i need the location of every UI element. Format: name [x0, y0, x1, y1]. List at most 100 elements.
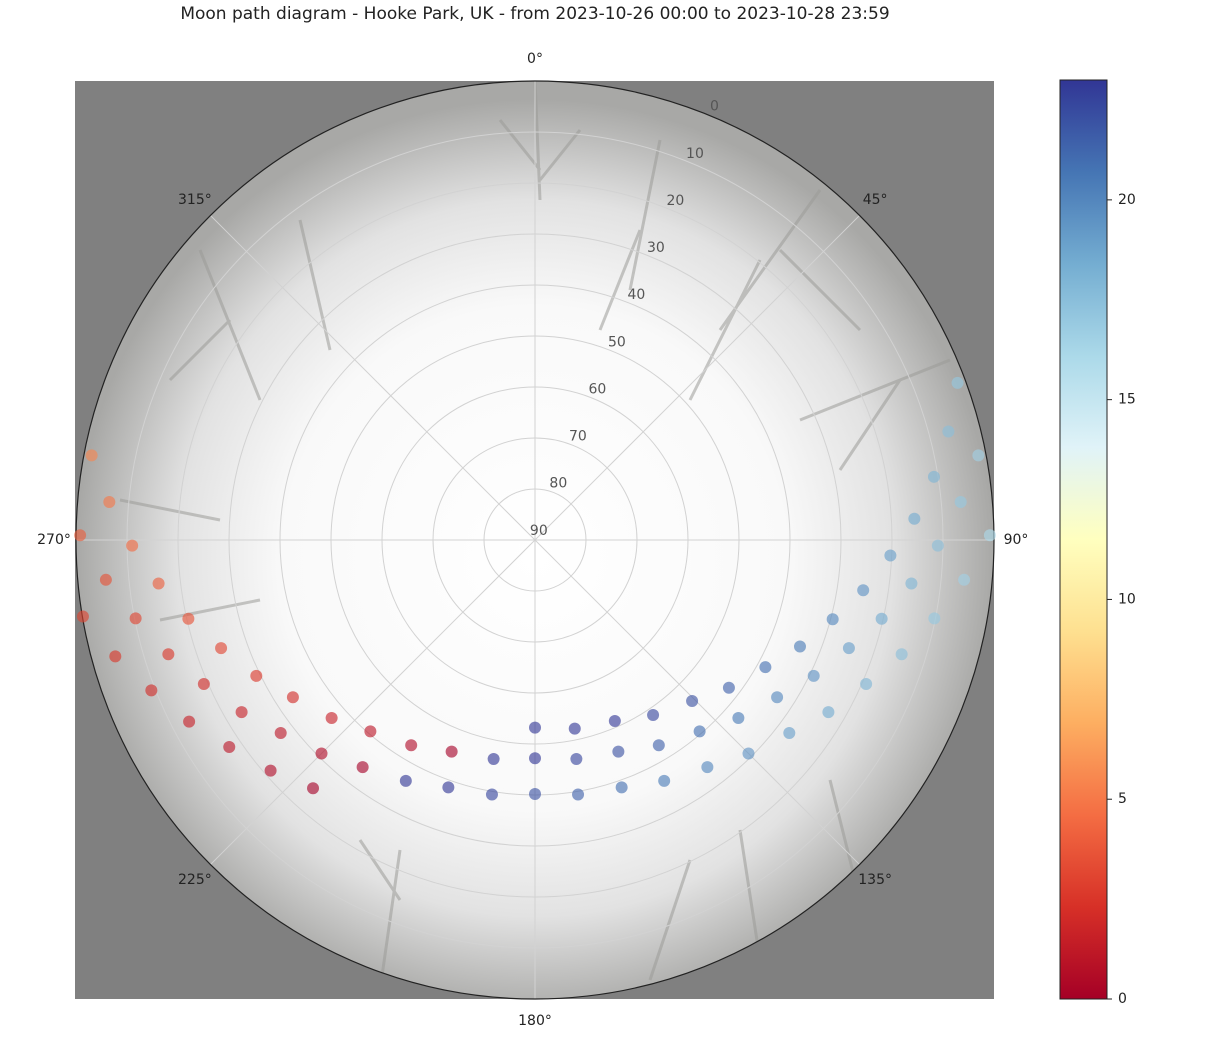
moon-position	[928, 612, 941, 625]
moon-position	[264, 764, 277, 777]
moon-position	[722, 681, 735, 694]
moon-position	[686, 694, 699, 707]
moon-position	[85, 449, 98, 462]
theta-tick-label: 225°	[178, 872, 212, 888]
colorbar-tick-label: 20	[1118, 192, 1136, 208]
moon-position	[568, 722, 581, 735]
moon-position	[183, 715, 196, 728]
moon-position	[884, 549, 897, 562]
moon-position	[983, 529, 996, 542]
theta-tick-label: 180°	[518, 1013, 552, 1029]
moon-position	[442, 781, 455, 794]
moon-position	[307, 782, 320, 795]
polar-frame	[75, 80, 995, 1000]
moon-position	[99, 573, 112, 586]
colorbar-tick-label: 0	[1118, 991, 1127, 1007]
moon-position	[235, 706, 248, 719]
moon-position	[958, 573, 971, 586]
r-tick-label: 40	[627, 287, 645, 303]
theta-tick-label: 0°	[527, 51, 543, 67]
theta-tick-label: 90°	[1004, 532, 1029, 548]
moon-position	[570, 752, 583, 765]
moon-position	[529, 752, 541, 765]
theta-tick-label: 270°	[37, 532, 71, 548]
colorbar-tick-label: 5	[1118, 791, 1127, 807]
r-tick-label: 20	[667, 193, 685, 209]
moon-position	[905, 577, 918, 590]
moon-position	[822, 706, 835, 719]
moon-position	[783, 727, 796, 740]
moon-position	[74, 529, 87, 542]
moon-position	[701, 761, 714, 774]
moon-position	[572, 788, 585, 801]
moon-position	[405, 739, 418, 752]
moon-position	[732, 712, 745, 725]
moon-position	[658, 774, 671, 787]
colorbar-tick-label: 10	[1118, 591, 1136, 607]
theta-tick-label: 315°	[178, 192, 212, 208]
moon-position	[931, 539, 944, 552]
moon-position	[103, 496, 116, 509]
moon-position	[325, 712, 338, 725]
r-tick-label: 10	[686, 146, 704, 162]
r-tick-label: 90	[530, 523, 548, 539]
moon-position	[274, 727, 287, 740]
colorbar	[1059, 79, 1108, 1000]
moon-position	[857, 584, 870, 597]
moon-position	[197, 677, 210, 690]
moon-position	[215, 642, 228, 655]
grid-spoke	[210, 215, 536, 541]
grid-spoke	[210, 539, 536, 865]
moon-position	[793, 640, 806, 653]
moon-position	[529, 721, 541, 734]
moon-position	[223, 741, 236, 754]
moon-position	[315, 747, 328, 760]
moon-position	[109, 650, 122, 663]
moon-position	[951, 376, 964, 389]
theta-tick-label: 135°	[858, 872, 892, 888]
moon-position	[771, 691, 784, 704]
moon-position	[972, 449, 985, 462]
moon-position	[942, 425, 955, 438]
moon-position	[759, 661, 772, 674]
moon-position	[612, 745, 625, 758]
moon-position	[152, 577, 165, 590]
moon-position	[647, 709, 660, 722]
moon-position	[826, 613, 839, 626]
moon-position	[286, 691, 299, 704]
tree-silhouettes	[119, 81, 951, 991]
moon-position	[126, 539, 139, 552]
moon-position	[445, 745, 458, 758]
moon-position	[954, 496, 967, 509]
r-tick-label: 80	[549, 476, 567, 492]
moon-position	[487, 752, 500, 765]
r-tick-label: 60	[588, 381, 606, 397]
moon-position	[895, 648, 908, 661]
grid-spoke	[534, 215, 860, 541]
moon-position	[145, 684, 158, 697]
moon-position	[927, 470, 940, 483]
r-tick-label: 30	[647, 240, 665, 256]
moon-position	[842, 642, 855, 655]
moon-position	[807, 669, 820, 682]
moon-position	[76, 610, 89, 623]
moon-position	[182, 612, 195, 625]
chart-title: Moon path diagram - Hooke Park, UK - fro…	[180, 4, 889, 24]
r-tick-label: 0	[710, 99, 719, 115]
colorbar-tick-label: 15	[1118, 392, 1136, 408]
moon-position	[742, 747, 755, 760]
moon-position	[129, 612, 142, 625]
moon-position	[399, 774, 412, 787]
theta-tick-label: 45°	[863, 192, 888, 208]
moon-position	[652, 739, 665, 752]
moon-position	[162, 648, 175, 661]
r-tick-label: 70	[569, 429, 587, 445]
moon-position	[875, 612, 888, 625]
moon-position	[615, 781, 628, 794]
moon-position	[908, 512, 921, 525]
moon-position	[529, 787, 541, 800]
moon-position	[485, 788, 498, 801]
r-tick-label: 50	[608, 334, 626, 350]
moon-position	[364, 725, 377, 738]
